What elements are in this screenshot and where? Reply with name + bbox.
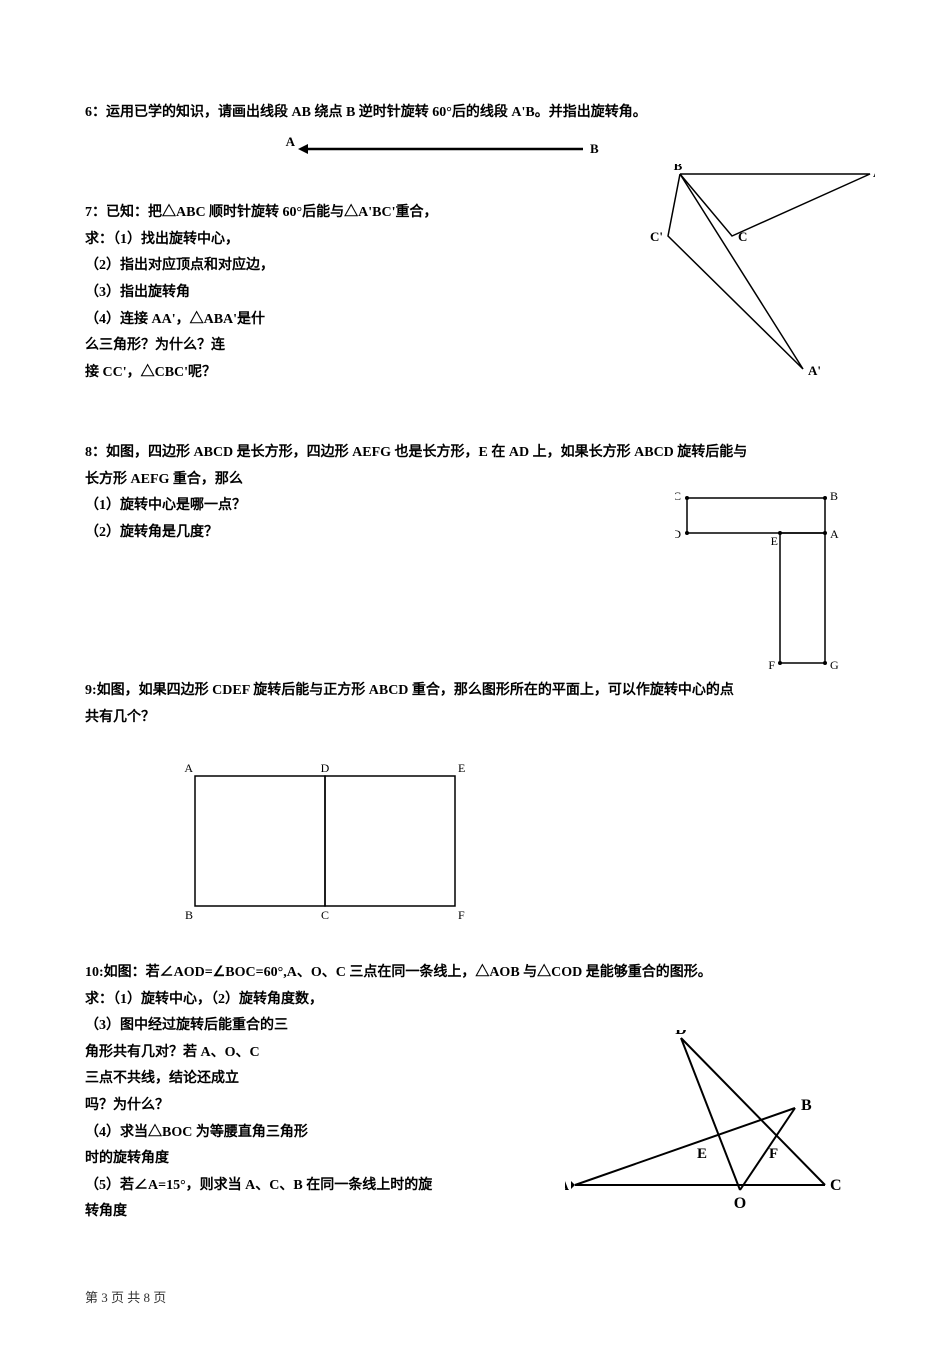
label-e: E xyxy=(771,534,778,548)
label-ap: A' xyxy=(808,363,821,378)
label-f: F xyxy=(769,1146,778,1162)
label-c: C xyxy=(830,1177,842,1194)
label-a: A xyxy=(873,165,875,180)
triangle-abc-svg: B A C C' A' xyxy=(650,164,875,379)
label-c: C xyxy=(738,229,747,244)
label-a: A xyxy=(184,761,193,775)
label-d: D xyxy=(675,1030,687,1038)
p10-q: 求：（1）旋转中心，（2）旋转角度数， xyxy=(85,987,865,1014)
label-cp: C' xyxy=(650,229,663,244)
label-e: E xyxy=(458,761,465,775)
label-a: A xyxy=(286,137,296,149)
cdef-svg: A D E B C F xyxy=(175,761,475,921)
label-g: G xyxy=(830,658,839,672)
problem-6-text: 6：运用已学的知识，请画出线段 AB 绕点 B 逆时针旋转 60°后的线段 A'… xyxy=(85,100,865,127)
label-d: D xyxy=(675,527,681,541)
problem-6: 6：运用已学的知识，请画出线段 AB 绕点 B 逆时针旋转 60°后的线段 A'… xyxy=(85,100,865,172)
p7-intro: 7：已知：把△ABC 顺时针旋转 60°后能与△A'BC'重合， xyxy=(85,200,525,227)
problem-10: 10:如图：若∠AOD=∠BOC=60°,A、O、C 三点在同一条线上，△AOB… xyxy=(85,960,865,1226)
rects-aefg-svg: C B D A E F G xyxy=(675,488,845,673)
label-c: C xyxy=(675,489,681,503)
label-o: O xyxy=(734,1195,746,1212)
p7-q4: （4）连接 AA'，△ABA'是什 xyxy=(85,307,525,334)
problem-8: 8：如图，四边形 ABCD 是长方形，四边形 AEFG 也是长方形，E 在 AD… xyxy=(85,440,865,650)
label-b: B xyxy=(185,908,193,921)
aob-cod-svg: A O C D B E F xyxy=(565,1030,845,1215)
label-a: A xyxy=(565,1177,569,1194)
p7-q5: 么三角形？为什么？连 xyxy=(85,333,525,360)
label-b: B xyxy=(830,489,838,503)
p7-q2: （2）指出对应顶点和对应边， xyxy=(85,253,525,280)
p7-q1: 求：（1）找出旋转中心， xyxy=(85,227,525,254)
problem-7: 7：已知：把△ABC 顺时针旋转 60°后能与△A'BC'重合， 求：（1）找出… xyxy=(85,200,865,400)
rects-aefg-figure: C B D A E F G xyxy=(675,488,845,684)
label-b: B xyxy=(590,141,599,156)
label-e: E xyxy=(697,1146,707,1162)
p10-intro: 10:如图：若∠AOD=∠BOC=60°,A、O、C 三点在同一条线上，△AOB… xyxy=(85,960,865,987)
p7-q6: 接 CC'，△CBC'呢？ xyxy=(85,360,525,387)
triangle-abc-figure: B A C C' A' xyxy=(650,164,875,390)
label-a: A xyxy=(830,527,839,541)
page-footer: 第 3 页 共 8 页 xyxy=(85,1286,865,1311)
problem-9: 9:如图，如果四边形 CDEF 旋转后能与正方形 ABCD 重合，那么图形所在的… xyxy=(85,678,865,932)
label-d: D xyxy=(321,761,330,775)
label-c: C xyxy=(321,908,329,921)
p9-intro2: 共有几个？ xyxy=(85,705,865,732)
label-f: F xyxy=(768,658,775,672)
p9-intro: 9:如图，如果四边形 CDEF 旋转后能与正方形 ABCD 重合，那么图形所在的… xyxy=(85,678,865,705)
label-f: F xyxy=(458,908,465,921)
aob-cod-figure: A O C D B E F xyxy=(565,1030,845,1226)
label-b: B xyxy=(801,1097,812,1114)
p7-q3: （3）指出旋转角 xyxy=(85,280,525,307)
label-b: B xyxy=(674,164,683,173)
segment-ab-svg: A B xyxy=(85,137,605,162)
p8-intro: 8：如图，四边形 ABCD 是长方形，四边形 AEFG 也是长方形，E 在 AD… xyxy=(85,440,865,467)
cdef-figure: A D E B C F xyxy=(175,761,865,932)
